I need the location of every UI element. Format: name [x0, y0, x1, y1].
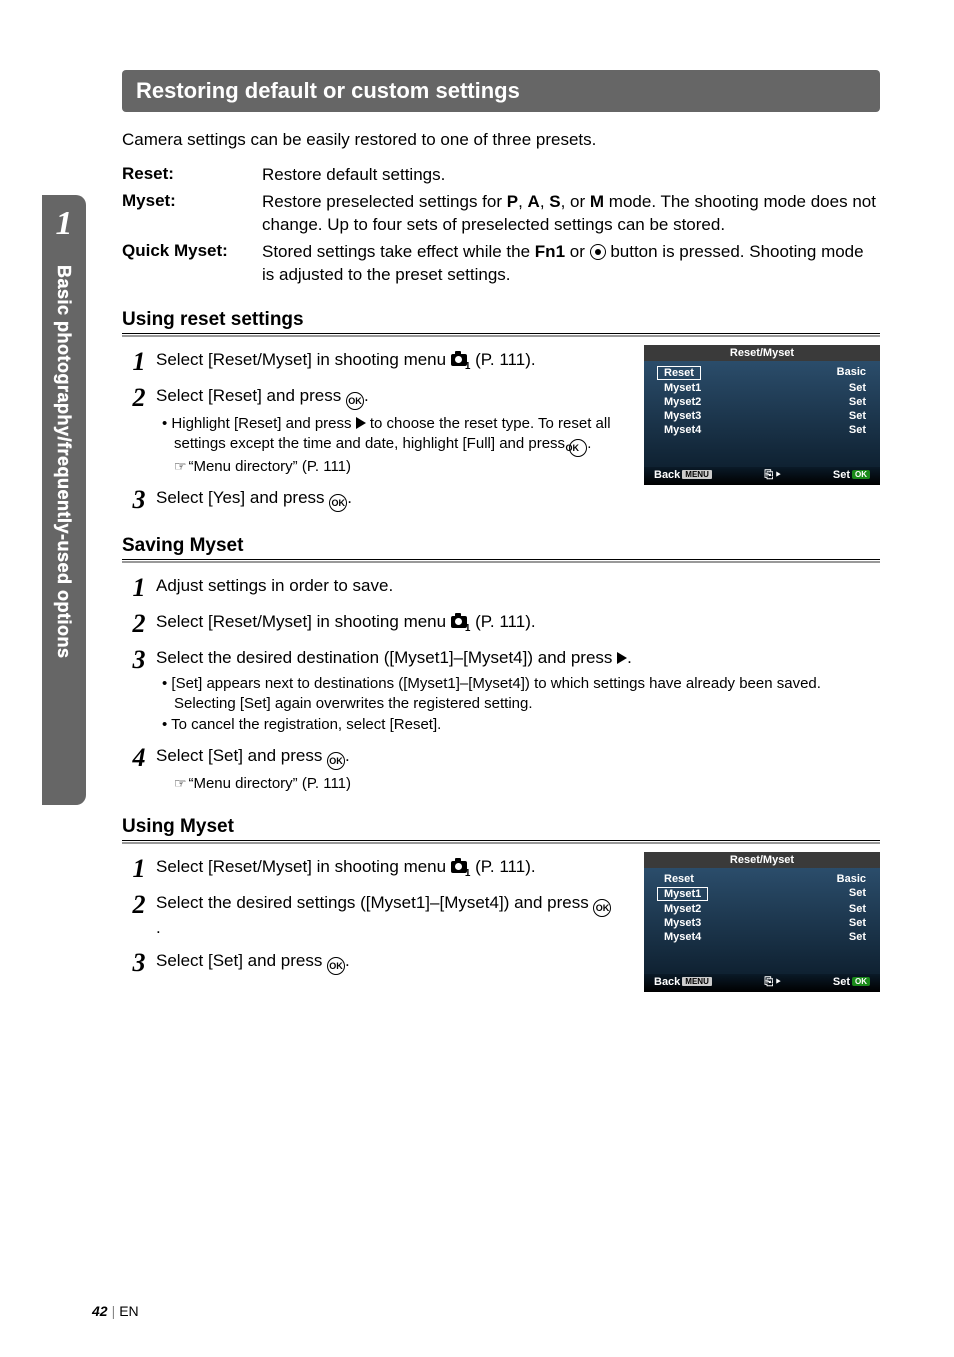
chapter-number: 1 [42, 195, 86, 243]
pointer-icon: ☞ [174, 458, 188, 474]
menu-row: Myset2Set [644, 395, 880, 409]
def-desc: Stored settings take effect while the Fn… [262, 241, 880, 287]
menu-row: ResetBasic [644, 872, 880, 886]
camera-icon [451, 354, 467, 366]
copy-icon: ⎘ ▸ [764, 469, 780, 482]
divider [122, 840, 880, 844]
step: 1 Select [Reset/Myset] in shooting menu … [122, 856, 612, 882]
ok-icon: OK [329, 494, 347, 512]
menu-preview-reset: Reset/Myset ResetBasic Myset1Set Myset2S… [644, 345, 880, 485]
ok-icon: OK [593, 899, 611, 917]
record-icon [590, 244, 606, 260]
menu-row: Myset2Set [644, 902, 880, 916]
step: 1 Select [Reset/Myset] in shooting menu … [122, 349, 612, 375]
page-number: 42 [92, 1303, 108, 1319]
step-text: Select [Reset/Myset] in shooting menu 1 … [156, 611, 880, 637]
step: 3 Select [Yes] and press OK. [122, 487, 612, 513]
menu-footer: BackMENU ⎘ ▸ SetOK [644, 467, 880, 485]
triangle-right-icon [356, 417, 366, 429]
menu-row: Myset4Set [644, 930, 880, 944]
def-myset: Myset: Restore preselected settings for … [122, 191, 880, 237]
menu-body: ResetBasic Myset1Set Myset2Set Myset3Set… [644, 361, 880, 485]
page-footer: 42|EN [92, 1303, 139, 1319]
def-term: Quick Myset: [122, 241, 262, 287]
subsection-title: Saving Myset [122, 535, 880, 557]
step: 1 Adjust settings in order to save. [122, 575, 880, 601]
step-text: Select [Set] and press OK. ☞ “Menu direc… [156, 745, 880, 794]
def-term: Myset: [122, 191, 262, 237]
divider [122, 559, 880, 563]
step-text: Select the desired settings ([Myset1]–[M… [156, 892, 612, 940]
chapter-title: Basic photography/frequently-used option… [53, 265, 74, 659]
step-text: Select [Reset/Myset] in shooting menu 1 … [156, 349, 612, 375]
ok-icon: OK [327, 957, 345, 975]
chapter-side-tab: 1 Basic photography/frequently-used opti… [42, 195, 86, 805]
step-text: Select [Reset/Myset] in shooting menu 1 … [156, 856, 612, 882]
menu-title: Reset/Myset [644, 852, 880, 868]
menu-row: Myset3Set [644, 916, 880, 930]
step: 3 Select the desired destination ([Myset… [122, 647, 880, 735]
subsection-title: Using Myset [122, 816, 880, 838]
menu-preview-myset: Reset/Myset ResetBasic Myset1Set Myset2S… [644, 852, 880, 992]
def-quick-myset: Quick Myset: Stored settings take effect… [122, 241, 880, 287]
menu-body: ResetBasic Myset1Set Myset2Set Myset3Set… [644, 868, 880, 992]
step: 2 Select [Reset/Myset] in shooting menu … [122, 611, 880, 637]
menu-row: Myset3Set [644, 409, 880, 423]
page-lang: EN [119, 1303, 138, 1319]
section-heading: Restoring default or custom settings [122, 70, 880, 112]
step-number: 4 [122, 745, 156, 794]
triangle-right-icon [617, 652, 627, 664]
step: 4 Select [Set] and press OK. ☞ “Menu dir… [122, 745, 880, 794]
step-text: Select the desired destination ([Myset1]… [156, 647, 880, 735]
step-number: 2 [122, 611, 156, 637]
step-number: 2 [122, 892, 156, 940]
subsection-title: Using reset settings [122, 309, 880, 331]
step-sub: ☞ “Menu directory” (P. 111) [174, 774, 880, 794]
step: 2 Select the desired settings ([Myset1]–… [122, 892, 612, 940]
step-number: 3 [122, 950, 156, 976]
camera-icon [451, 616, 467, 628]
intro-text: Camera settings can be easily restored t… [122, 130, 880, 150]
menu-row: Myset1Set [644, 381, 880, 395]
step-text: Adjust settings in order to save. [156, 575, 880, 601]
step-text: Select [Yes] and press OK. [156, 487, 612, 513]
step-text: Select [Reset] and press OK. • Highlight… [156, 385, 612, 478]
step: 2 Select [Reset] and press OK. • Highlig… [122, 385, 612, 478]
menu-title: Reset/Myset [644, 345, 880, 361]
def-desc: Restore preselected settings for P, A, S… [262, 191, 880, 237]
ok-icon: OK [346, 392, 364, 410]
step-number: 1 [122, 575, 156, 601]
step-number: 3 [122, 647, 156, 735]
step-number: 2 [122, 385, 156, 478]
def-desc: Restore default settings. [262, 164, 880, 187]
menu-row: Myset4Set [644, 423, 880, 437]
divider [122, 333, 880, 337]
ok-icon: OK [569, 439, 587, 457]
ok-icon: OK [327, 752, 345, 770]
def-reset: Reset: Restore default settings. [122, 164, 880, 187]
step-text: Select [Set] and press OK. [156, 950, 612, 976]
step: 3 Select [Set] and press OK. [122, 950, 612, 976]
step-number: 3 [122, 487, 156, 513]
step-sub: • Highlight [Reset] and press to choose … [174, 414, 612, 478]
pointer-icon: ☞ [174, 775, 188, 791]
step-number: 1 [122, 349, 156, 375]
menu-footer: BackMENU ⎘ ▸ SetOK [644, 974, 880, 992]
step-number: 1 [122, 856, 156, 882]
camera-icon [451, 861, 467, 873]
menu-row: Myset1Set [644, 886, 880, 902]
menu-row: ResetBasic [644, 365, 880, 381]
copy-icon: ⎘ ▸ [764, 976, 780, 989]
def-term: Reset: [122, 164, 262, 187]
step-sub: • [Set] appears next to destinations ([M… [174, 674, 880, 735]
